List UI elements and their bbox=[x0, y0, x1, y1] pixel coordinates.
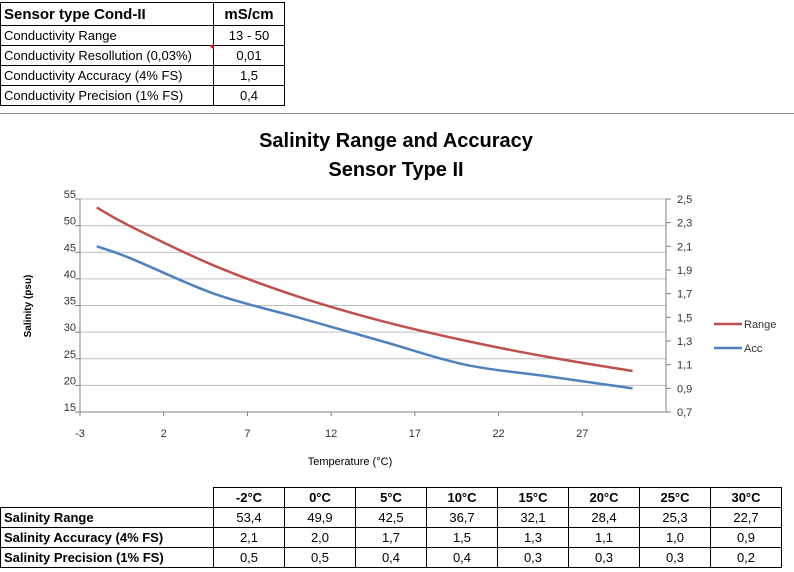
y2-tick-label: 1,5 bbox=[677, 312, 692, 324]
salinity-chart: Salinity Range and Accuracy Sensor Type … bbox=[23, 130, 776, 468]
table-cell: 0,4 bbox=[426, 547, 498, 568]
y2-tick-label: 2,5 bbox=[677, 194, 692, 206]
row-label: Salinity Range bbox=[0, 507, 214, 528]
y2-tick-label: 1,7 bbox=[677, 289, 692, 301]
table-cell: 42,5 bbox=[355, 507, 427, 528]
table-cell: 0,9 bbox=[710, 527, 782, 548]
spec-title: Sensor type Cond-II bbox=[0, 2, 214, 26]
chart-frame: Salinity Range and Accuracy Sensor Type … bbox=[0, 113, 794, 486]
column-header: 20°C bbox=[568, 487, 640, 508]
column-header: 5°C bbox=[355, 487, 427, 508]
y-tick-label: 40 bbox=[64, 269, 76, 281]
spec-value: 0,4 bbox=[213, 85, 285, 106]
table-cell: 28,4 bbox=[568, 507, 640, 528]
spec-label: Conductivity Precision (1% FS) bbox=[0, 85, 214, 106]
spec-row: Conductivity Precision (1% FS) 0,4 bbox=[0, 85, 285, 106]
x-tick-label: 2 bbox=[161, 428, 167, 440]
x-tick-label: 22 bbox=[492, 428, 504, 440]
spec-label: Conductivity Range bbox=[0, 25, 214, 46]
table-cell: 1,3 bbox=[497, 527, 569, 548]
spec-row: Conductivity Range 13 - 50 bbox=[0, 25, 285, 46]
spec-label: Conductivity Accuracy (4% FS) bbox=[0, 65, 214, 86]
y-tick-label: 15 bbox=[64, 402, 76, 414]
chart-title: Salinity Range and Accuracy bbox=[259, 130, 534, 152]
spec-value: 13 - 50 bbox=[213, 25, 285, 46]
spec-header-row: Sensor type Cond-II mS/cm bbox=[0, 2, 285, 26]
table-cell: 0,5 bbox=[284, 547, 356, 568]
table-cell: 1,5 bbox=[426, 527, 498, 548]
table-row: Salinity Precision (1% FS) 0,5 0,5 0,4 0… bbox=[0, 547, 782, 568]
series-line-acc bbox=[96, 245, 633, 390]
row-label: Salinity Accuracy (4% FS) bbox=[0, 527, 214, 548]
y-tick-label: 25 bbox=[64, 349, 76, 361]
spec-value: 0,01 bbox=[213, 45, 285, 66]
y-tick-label: 50 bbox=[64, 216, 76, 228]
series-line-range bbox=[96, 206, 633, 373]
y2-tick-label: 1,3 bbox=[677, 336, 692, 348]
spec-row: Conductivity Accuracy (4% FS) 1,5 bbox=[0, 65, 285, 86]
y2-tick-label: 1,9 bbox=[677, 265, 692, 277]
table-cell: 2,1 bbox=[213, 527, 285, 548]
table-row: Salinity Accuracy (4% FS) 2,1 2,0 1,7 1,… bbox=[0, 527, 782, 548]
column-header: 10°C bbox=[426, 487, 498, 508]
legend-label: Acc bbox=[744, 343, 763, 355]
chart-subtitle: Sensor Type II bbox=[328, 159, 463, 181]
corner-cell bbox=[0, 487, 214, 508]
table-cell: 1,1 bbox=[568, 527, 640, 548]
x-tick-label: 7 bbox=[244, 428, 250, 440]
legend-label: Range bbox=[744, 319, 776, 331]
x-tick-label: 12 bbox=[325, 428, 337, 440]
table-cell: 0,4 bbox=[355, 547, 427, 568]
x-tick-label: 27 bbox=[576, 428, 588, 440]
x-tick-label: 17 bbox=[409, 428, 421, 440]
spec-row: Conductivity Resollution (0,03%) 0,01 bbox=[0, 45, 285, 66]
column-header: 0°C bbox=[284, 487, 356, 508]
table-cell: 1,7 bbox=[355, 527, 427, 548]
table-cell: 25,3 bbox=[639, 507, 711, 528]
table-cell: 0,3 bbox=[568, 547, 640, 568]
table-cell: 2,0 bbox=[284, 527, 356, 548]
row-label: Salinity Precision (1% FS) bbox=[0, 547, 214, 568]
table-cell: 36,7 bbox=[426, 507, 498, 528]
column-header: 15°C bbox=[497, 487, 569, 508]
table-cell: 0,3 bbox=[639, 547, 711, 568]
table-cell: 53,4 bbox=[213, 507, 285, 528]
column-header: -2°C bbox=[213, 487, 285, 508]
column-header: 25°C bbox=[639, 487, 711, 508]
y2-tick-label: 2,3 bbox=[677, 218, 692, 230]
table-cell: 32,1 bbox=[497, 507, 569, 528]
table-cell: 49,9 bbox=[284, 507, 356, 528]
y2-tick-label: 0,9 bbox=[677, 383, 692, 395]
salinity-data-table: -2°C 0°C 5°C 10°C 15°C 20°C 25°C 30°C Sa… bbox=[0, 487, 782, 568]
spec-value: 1,5 bbox=[213, 65, 285, 86]
table-header-row: -2°C 0°C 5°C 10°C 15°C 20°C 25°C 30°C bbox=[0, 487, 782, 508]
column-header: 30°C bbox=[710, 487, 782, 508]
y-tick-label: 35 bbox=[64, 296, 76, 308]
table-cell: 1,0 bbox=[639, 527, 711, 548]
table-cell: 0,3 bbox=[497, 547, 569, 568]
spec-unit: mS/cm bbox=[213, 2, 285, 26]
y2-tick-label: 2,1 bbox=[677, 241, 692, 253]
x-tick-label: -3 bbox=[75, 428, 85, 440]
table-cell: 0,5 bbox=[213, 547, 285, 568]
y-tick-label: 30 bbox=[64, 322, 76, 334]
table-row: Salinity Range 53,4 49,9 42,5 36,7 32,1 … bbox=[0, 507, 782, 528]
table-cell: 0,2 bbox=[710, 547, 782, 568]
y2-tick-label: 0,7 bbox=[677, 407, 692, 419]
x-axis-label: Temperature (°C) bbox=[308, 456, 392, 468]
table-cell: 22,7 bbox=[710, 507, 782, 528]
y-tick-label: 45 bbox=[64, 242, 76, 254]
y2-tick-label: 1,1 bbox=[677, 360, 692, 372]
spec-table: Sensor type Cond-II mS/cm Conductivity R… bbox=[0, 2, 285, 106]
y-tick-label: 20 bbox=[64, 375, 76, 387]
y-axis-label: Salinity (psu) bbox=[23, 275, 34, 338]
y-tick-label: 55 bbox=[64, 189, 76, 201]
spec-label: Conductivity Resollution (0,03%) bbox=[0, 45, 215, 66]
